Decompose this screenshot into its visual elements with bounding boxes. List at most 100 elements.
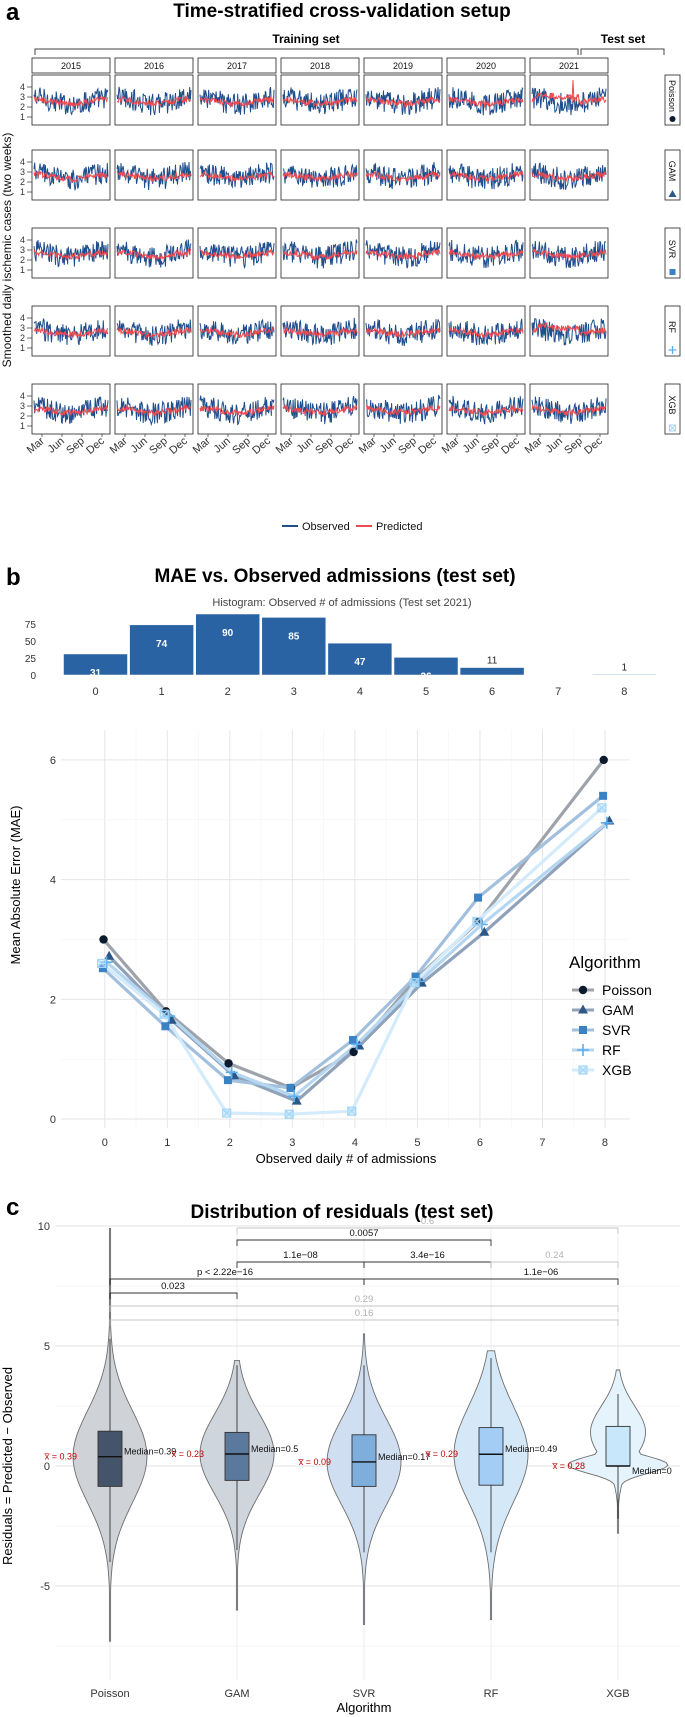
- box-xgb: [605, 1425, 631, 1467]
- model-strip-marker-poisson: [669, 116, 676, 122]
- violin-y-tick--5: -5: [40, 1581, 50, 1593]
- mae-x-tick-2: 2: [227, 1137, 233, 1149]
- mae-point-svr-3: [286, 1083, 295, 1092]
- training-set-label: Training set: [272, 32, 339, 46]
- mae-point-poisson-2: [224, 1059, 233, 1068]
- facet-y-tick-svr-3: 3: [20, 245, 25, 255]
- comparison-label-5: 1.1e−06: [524, 1267, 559, 1278]
- observed-line-svr-2018: [282, 239, 358, 269]
- month-tick-2020-sep: Sep: [479, 435, 502, 457]
- hist-bar-3: [261, 617, 327, 676]
- month-tick-2018-dec: Dec: [333, 435, 356, 457]
- mae-point-rf-2: [225, 1066, 238, 1079]
- hist-x-tick-8: 8: [621, 686, 627, 698]
- mae-point-svr-6: [474, 893, 483, 902]
- comparison-bracket-8: [109, 1305, 619, 1312]
- year-strip-2020: [446, 57, 526, 74]
- month-tick-2017-dec: Dec: [250, 435, 273, 457]
- predicted-line-svr-2017: [199, 248, 275, 260]
- model-strip-marker-rf: [668, 346, 677, 354]
- predicted-line-rf-2016: [116, 326, 192, 339]
- month-tick-2017-jun: Jun: [212, 435, 233, 456]
- mae-point-svr-2: [223, 1076, 232, 1085]
- observed-line-svr-2019: [365, 240, 441, 269]
- model-strip-xgb: [664, 383, 681, 435]
- year-strip-label-2016: 2016: [144, 61, 164, 71]
- panel-b-y-axis-title: Mean Absolute Error (MAE): [8, 806, 23, 965]
- violin-x-tick-poisson: Poisson: [90, 1688, 129, 1700]
- year-strip-2021: [529, 57, 609, 74]
- facet-y-tick-rf-3: 3: [20, 323, 25, 333]
- month-tick-2017-mar: Mar: [191, 435, 213, 457]
- comparison-label-2: 1.1e−08: [283, 1250, 318, 1261]
- year-strip-label-2020: 2020: [476, 61, 496, 71]
- year-strip-2015: [31, 57, 111, 74]
- month-tick-2018-mar: Mar: [274, 435, 296, 457]
- mae-point-rf-4: [350, 1038, 363, 1051]
- hist-x-tick-1: 1: [159, 686, 165, 698]
- median-label-svr: Median=0.17: [378, 1452, 430, 1462]
- hist-value-label-6: 11: [487, 656, 498, 667]
- hist-bar-2: [195, 613, 260, 676]
- month-tick-2021-mar: Mar: [523, 435, 545, 457]
- mae-point-xgb-0: [97, 958, 107, 969]
- histogram: 31 0 74 1 90 2 85 3 47 4 26 5 11 6 7 1 8 0 25 50 75: [25, 613, 657, 698]
- facet-y-tick-poisson-2: 2: [20, 102, 25, 112]
- year-strip-2016: [114, 57, 194, 74]
- month-tick-2016-dec: Dec: [167, 435, 190, 457]
- hist-value-label-1: 74: [156, 639, 168, 650]
- facet-y-tick-xgb-3: 3: [20, 401, 25, 411]
- observed-line-poisson-2020: [448, 87, 524, 116]
- month-tick-2015-sep: Sep: [64, 435, 87, 457]
- mae-x-tick-7: 7: [539, 1137, 545, 1149]
- comparison-bracket-2: [236, 1261, 365, 1268]
- facet-y-tick-xgb-1: 1: [20, 421, 25, 431]
- algorithm-legend: Poisson GAM SVR RF XGB: [572, 982, 652, 1078]
- predicted-line-rf-2021: [531, 320, 607, 337]
- predicted-line-rf-2019: [365, 327, 441, 338]
- mae-point-xgb-6: [472, 916, 482, 927]
- violin-y-tick-10: 10: [38, 1221, 50, 1233]
- box-svr: [351, 1434, 377, 1487]
- hist-bar-0: [63, 653, 128, 676]
- panel-a-title: Time-stratified cross-validation setup: [173, 1, 511, 22]
- hist-x-tick-2: 2: [225, 686, 231, 698]
- panel-c-title: Distribution of residuals (test set): [191, 1202, 494, 1223]
- predicted-line-gam-2021: [531, 170, 607, 183]
- mae-line-chart: 0 1 2 3 4 5 6 7 8 0 2 4 6: [50, 730, 630, 1149]
- histogram-title: Histogram: Observed # of admissions (Tes…: [212, 597, 471, 609]
- year-strip-label-2017: 2017: [227, 61, 247, 71]
- legend-marker-gam: [578, 1004, 588, 1014]
- predicted-line-rf-2017: [199, 326, 275, 339]
- mae-point-poisson-4: [349, 1047, 358, 1057]
- legend-label-gam: GAM: [602, 1002, 634, 1018]
- violin-y-tick-5: 5: [44, 1341, 50, 1353]
- predicted-line-gam-2019: [365, 170, 441, 182]
- comparison-label-0: 0.023: [161, 1281, 185, 1292]
- facet-y-tick-gam-1: 1: [20, 187, 25, 197]
- predicted-line-gam-2016: [116, 170, 192, 183]
- hist-y-tick-50: 50: [25, 637, 37, 648]
- legend-marker-rf: [577, 1044, 589, 1056]
- mae-point-xgb-3: [284, 1109, 294, 1119]
- predicted-line-xgb-2021: [531, 404, 607, 417]
- observed-line-poisson-2018: [282, 87, 358, 115]
- month-tick-2019-sep: Sep: [396, 435, 419, 457]
- comparison-bracket-6: [490, 1261, 619, 1268]
- facet-y-tick-gam-4: 4: [20, 157, 25, 167]
- month-tick-2015-mar: Mar: [25, 435, 47, 457]
- comparison-bracket-7: [236, 1227, 619, 1234]
- mae-y-tick-2: 2: [50, 994, 56, 1006]
- facet-y-tick-poisson-3: 3: [20, 92, 25, 102]
- model-strip-marker-svr: [669, 269, 676, 275]
- median-label-gam: Median=0.5: [251, 1444, 298, 1454]
- comparison-label-7: 0.6: [421, 1216, 434, 1227]
- model-strip-label-rf: RF: [667, 321, 677, 333]
- median-label-xgb: Median=0: [632, 1466, 672, 1476]
- hist-bar-4: [327, 642, 393, 676]
- month-tick-2019-mar: Mar: [357, 435, 379, 457]
- mean-label-rf: x̅ = 0.29: [425, 1449, 458, 1459]
- facet-y-tick-xgb-4: 4: [20, 391, 25, 401]
- observed-line-svr-2021: [531, 240, 607, 269]
- predicted-line-poisson-2016: [117, 95, 192, 107]
